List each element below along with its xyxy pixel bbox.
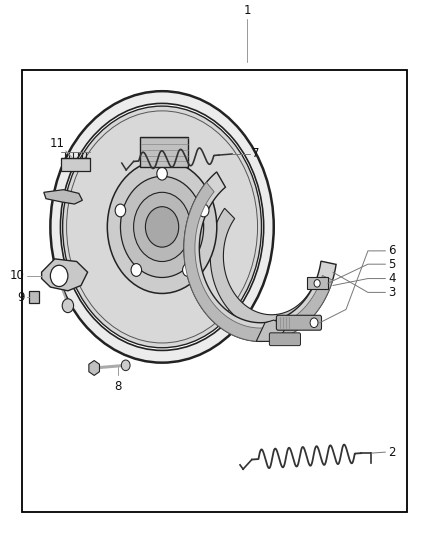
FancyBboxPatch shape — [269, 333, 300, 345]
Text: 2: 2 — [388, 446, 396, 458]
Polygon shape — [50, 91, 274, 362]
Text: 9: 9 — [18, 290, 25, 304]
Circle shape — [121, 360, 130, 370]
Circle shape — [198, 204, 209, 217]
Circle shape — [131, 264, 141, 277]
Polygon shape — [210, 208, 325, 330]
Bar — [22, 70, 407, 512]
Bar — [29, 292, 39, 303]
Text: 11: 11 — [49, 137, 64, 150]
Circle shape — [145, 207, 179, 247]
Circle shape — [310, 318, 318, 327]
Circle shape — [120, 176, 204, 278]
Circle shape — [157, 167, 167, 180]
Bar — [61, 158, 90, 171]
Circle shape — [314, 280, 320, 287]
Circle shape — [134, 192, 191, 262]
Text: 10: 10 — [10, 269, 25, 282]
Polygon shape — [184, 172, 336, 341]
Text: 8: 8 — [115, 379, 122, 393]
Polygon shape — [42, 259, 88, 291]
Circle shape — [63, 106, 261, 348]
Text: 5: 5 — [388, 257, 396, 271]
Text: 6: 6 — [388, 244, 396, 257]
Polygon shape — [184, 182, 332, 341]
Text: 7: 7 — [252, 148, 260, 160]
Circle shape — [62, 299, 74, 313]
Circle shape — [50, 265, 68, 287]
Text: 4: 4 — [388, 272, 396, 285]
Bar — [307, 278, 328, 289]
FancyBboxPatch shape — [276, 316, 321, 330]
Circle shape — [183, 264, 193, 277]
Polygon shape — [256, 320, 287, 341]
Text: 3: 3 — [388, 286, 396, 299]
Circle shape — [107, 160, 217, 294]
Circle shape — [115, 204, 126, 217]
Bar — [140, 138, 188, 167]
Text: 1: 1 — [244, 4, 251, 17]
Polygon shape — [44, 190, 82, 204]
